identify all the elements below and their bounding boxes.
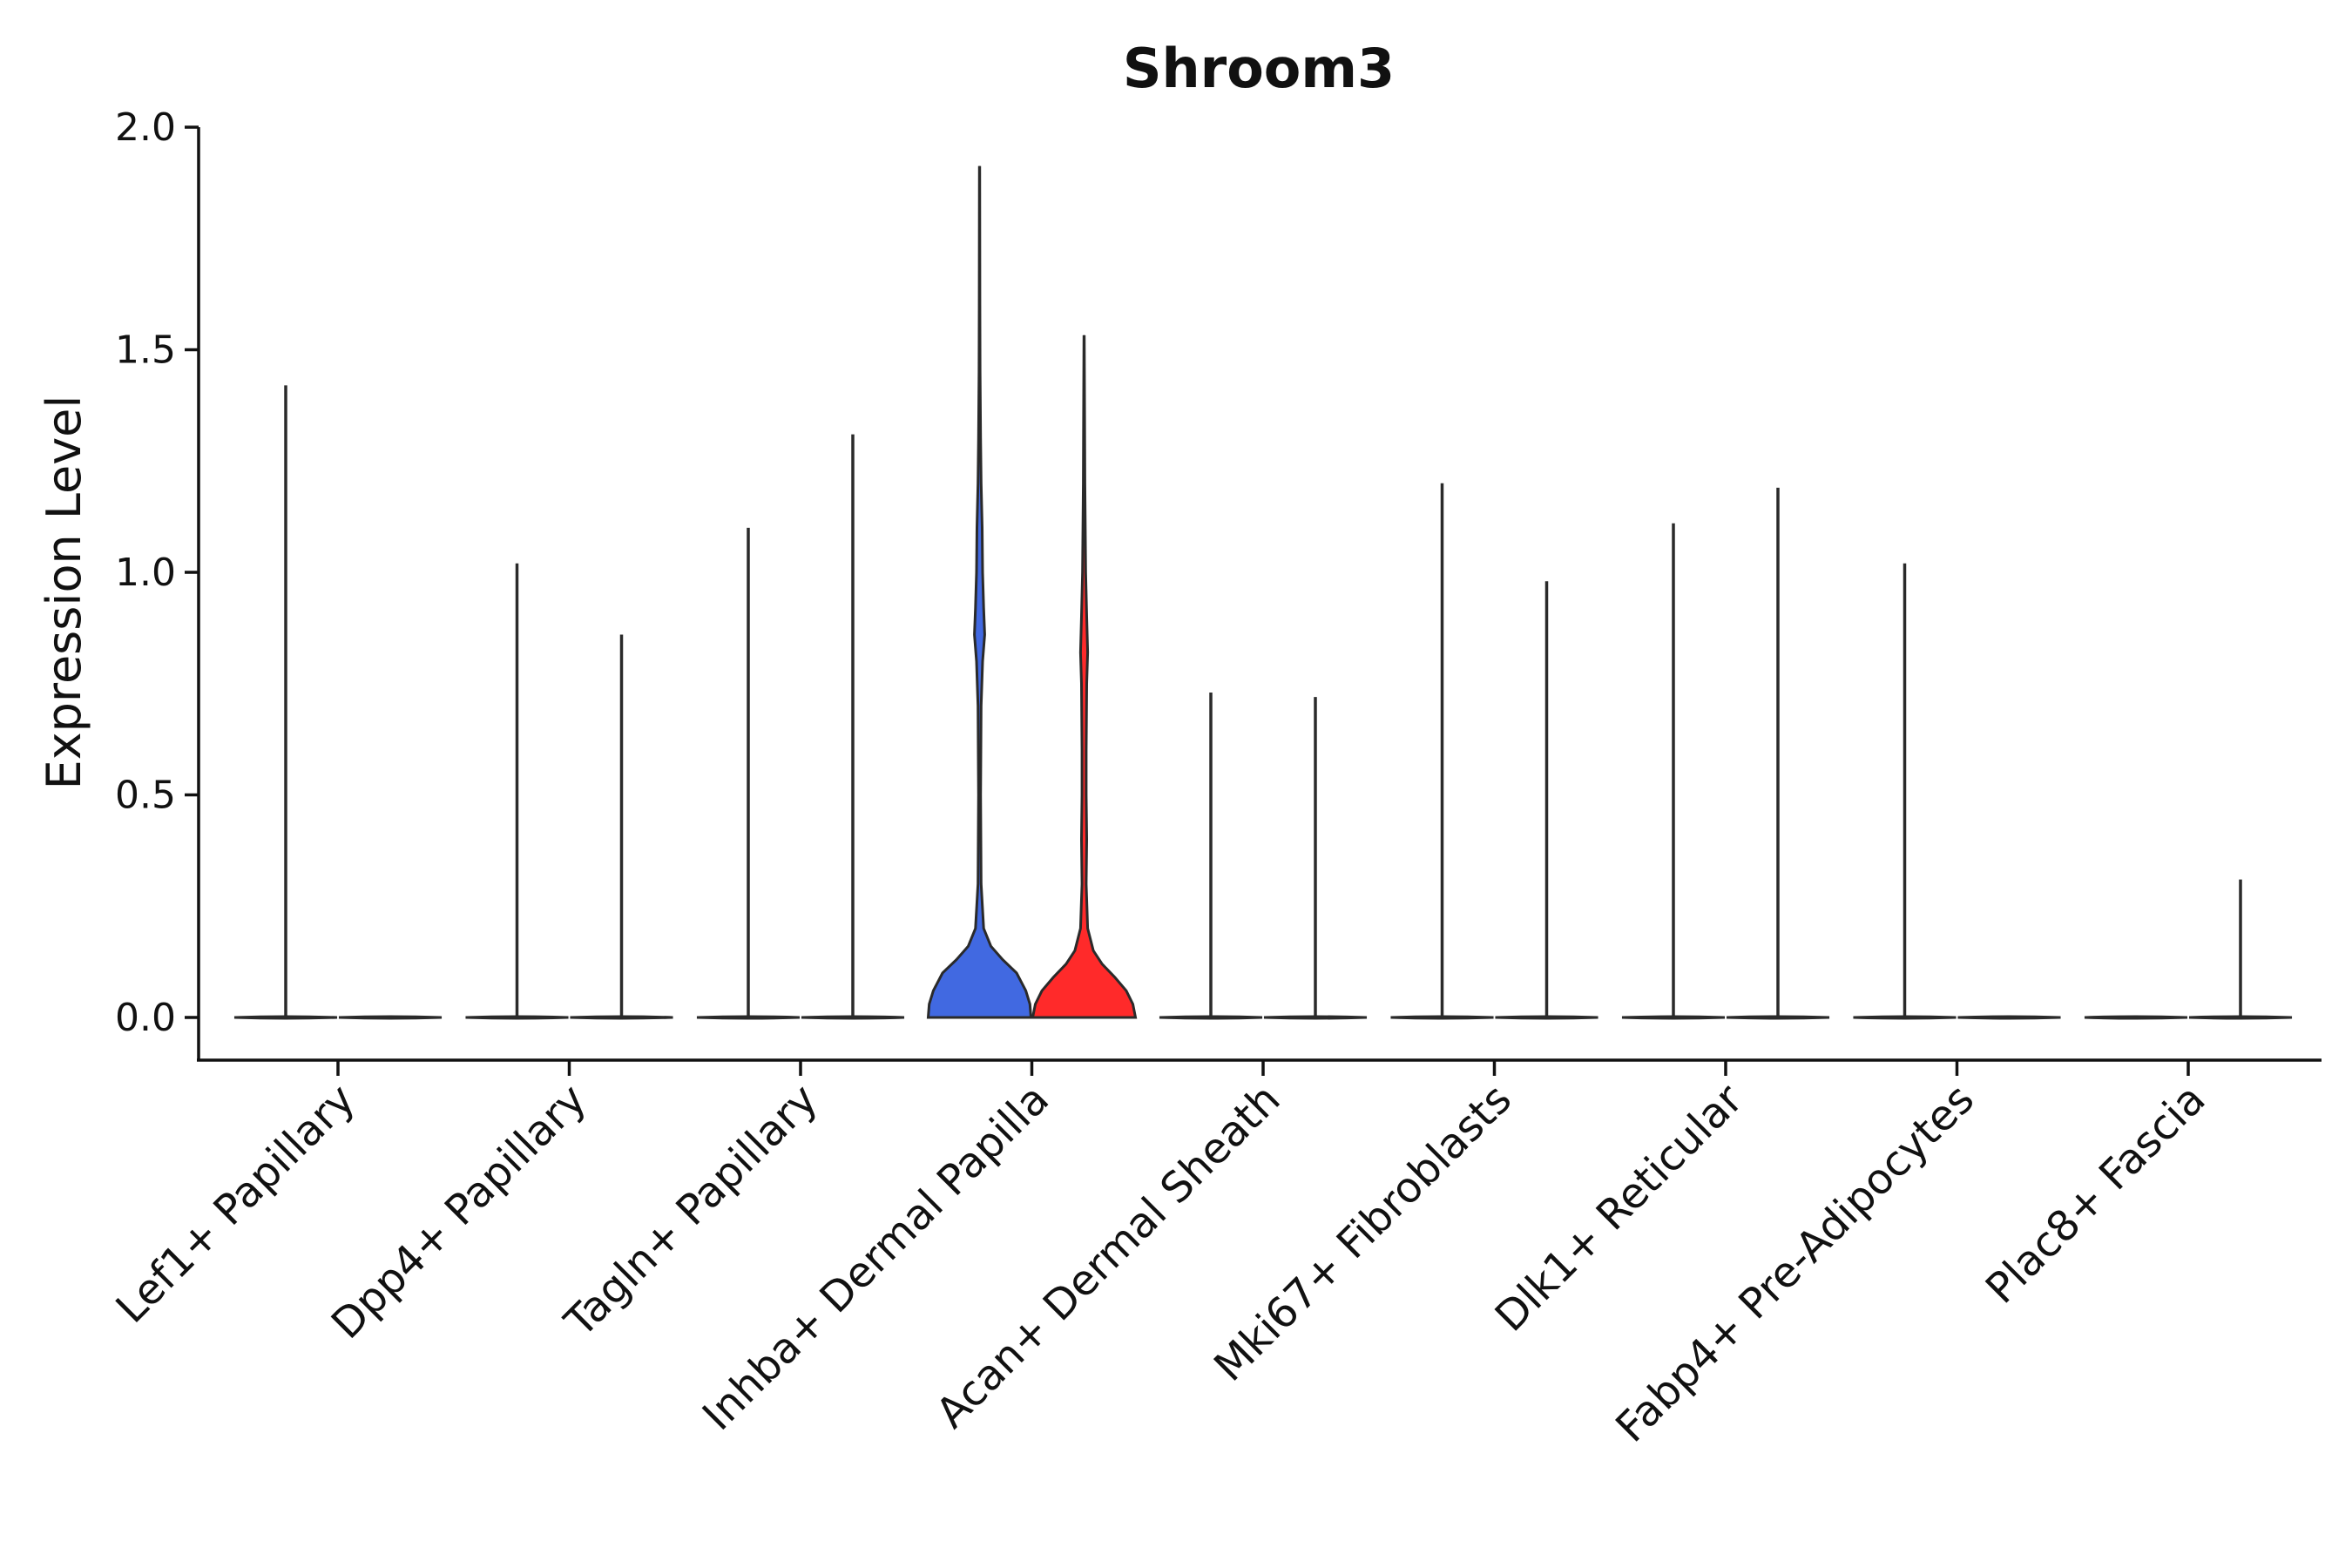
chart-title: Shroom3: [1123, 37, 1395, 100]
x-tick-label: Lef1+ Papillary: [107, 1075, 365, 1333]
violin-baseline-group-1: [2084, 1015, 2188, 1020]
x-tick-label: Dpp4+ Papillary: [322, 1075, 596, 1348]
y-tick-label: 2.0: [115, 105, 176, 150]
y-axis-label: Expression Level: [37, 395, 91, 790]
y-tick-label: 0.5: [115, 774, 176, 818]
y-tick-label: 0.0: [115, 996, 176, 1040]
violin-baseline-group-2: [1957, 1015, 2061, 1020]
x-tick-label: Dlk1+ Reticular: [1486, 1075, 1753, 1342]
violin-group-1: [926, 166, 1033, 1019]
x-tick-label: Tagln+ Papillary: [555, 1075, 827, 1347]
y-tick-label: 1.5: [115, 328, 176, 373]
violin-baseline-group-2: [338, 1015, 443, 1020]
y-tick-label: 1.0: [115, 551, 176, 595]
x-tick-label: Plac8+ Fascia: [1977, 1075, 2215, 1314]
violin-group-2: [1031, 335, 1138, 1019]
